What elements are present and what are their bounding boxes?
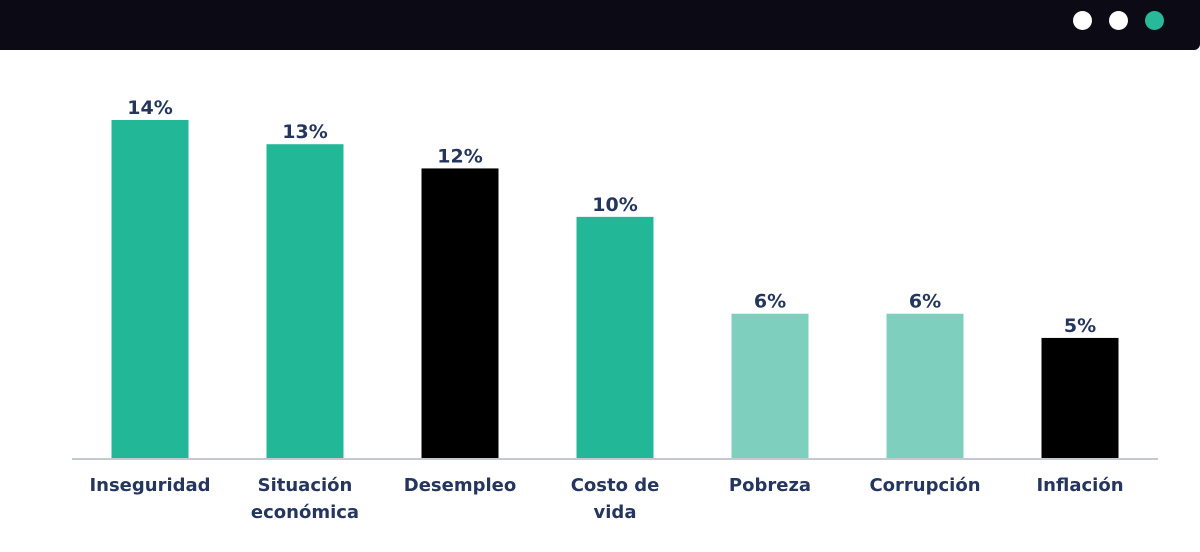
value-label-5: 6% xyxy=(909,291,941,313)
bar-0 xyxy=(111,120,189,459)
title-bar xyxy=(0,0,1200,50)
category-label-1: Situación económica xyxy=(251,475,359,523)
window-controls xyxy=(1073,11,1164,30)
category-label-2: Desempleo xyxy=(404,475,516,496)
value-label-3: 10% xyxy=(592,194,637,216)
bar-chart-svg: 14% Inseguridad 13% Situación económica 12% De… xyxy=(72,97,1158,523)
category-label-3: Costo de vida xyxy=(571,475,660,523)
bar-3 xyxy=(576,216,654,459)
bar-5 xyxy=(886,313,964,459)
bar-1 xyxy=(266,144,344,459)
value-label-0: 14% xyxy=(127,97,172,119)
value-label-1: 13% xyxy=(282,121,327,143)
bar-2 xyxy=(421,168,499,459)
window-dot-3[interactable] xyxy=(1145,11,1164,30)
bar-4 xyxy=(731,313,809,459)
value-label-6: 5% xyxy=(1064,315,1096,337)
bar-6 xyxy=(1041,337,1119,459)
value-label-4: 6% xyxy=(754,291,786,313)
window-dot-1[interactable] xyxy=(1073,11,1092,30)
category-label-5: Corrupción xyxy=(869,475,980,496)
window-dot-2[interactable] xyxy=(1109,11,1128,30)
bar-chart: 14% Inseguridad 13% Situación económica 12% De… xyxy=(0,50,1200,552)
category-label-0: Inseguridad xyxy=(89,475,210,496)
category-label-6: Inflación xyxy=(1036,475,1123,496)
value-label-2: 12% xyxy=(437,145,482,167)
category-label-4: Pobreza xyxy=(729,475,811,496)
